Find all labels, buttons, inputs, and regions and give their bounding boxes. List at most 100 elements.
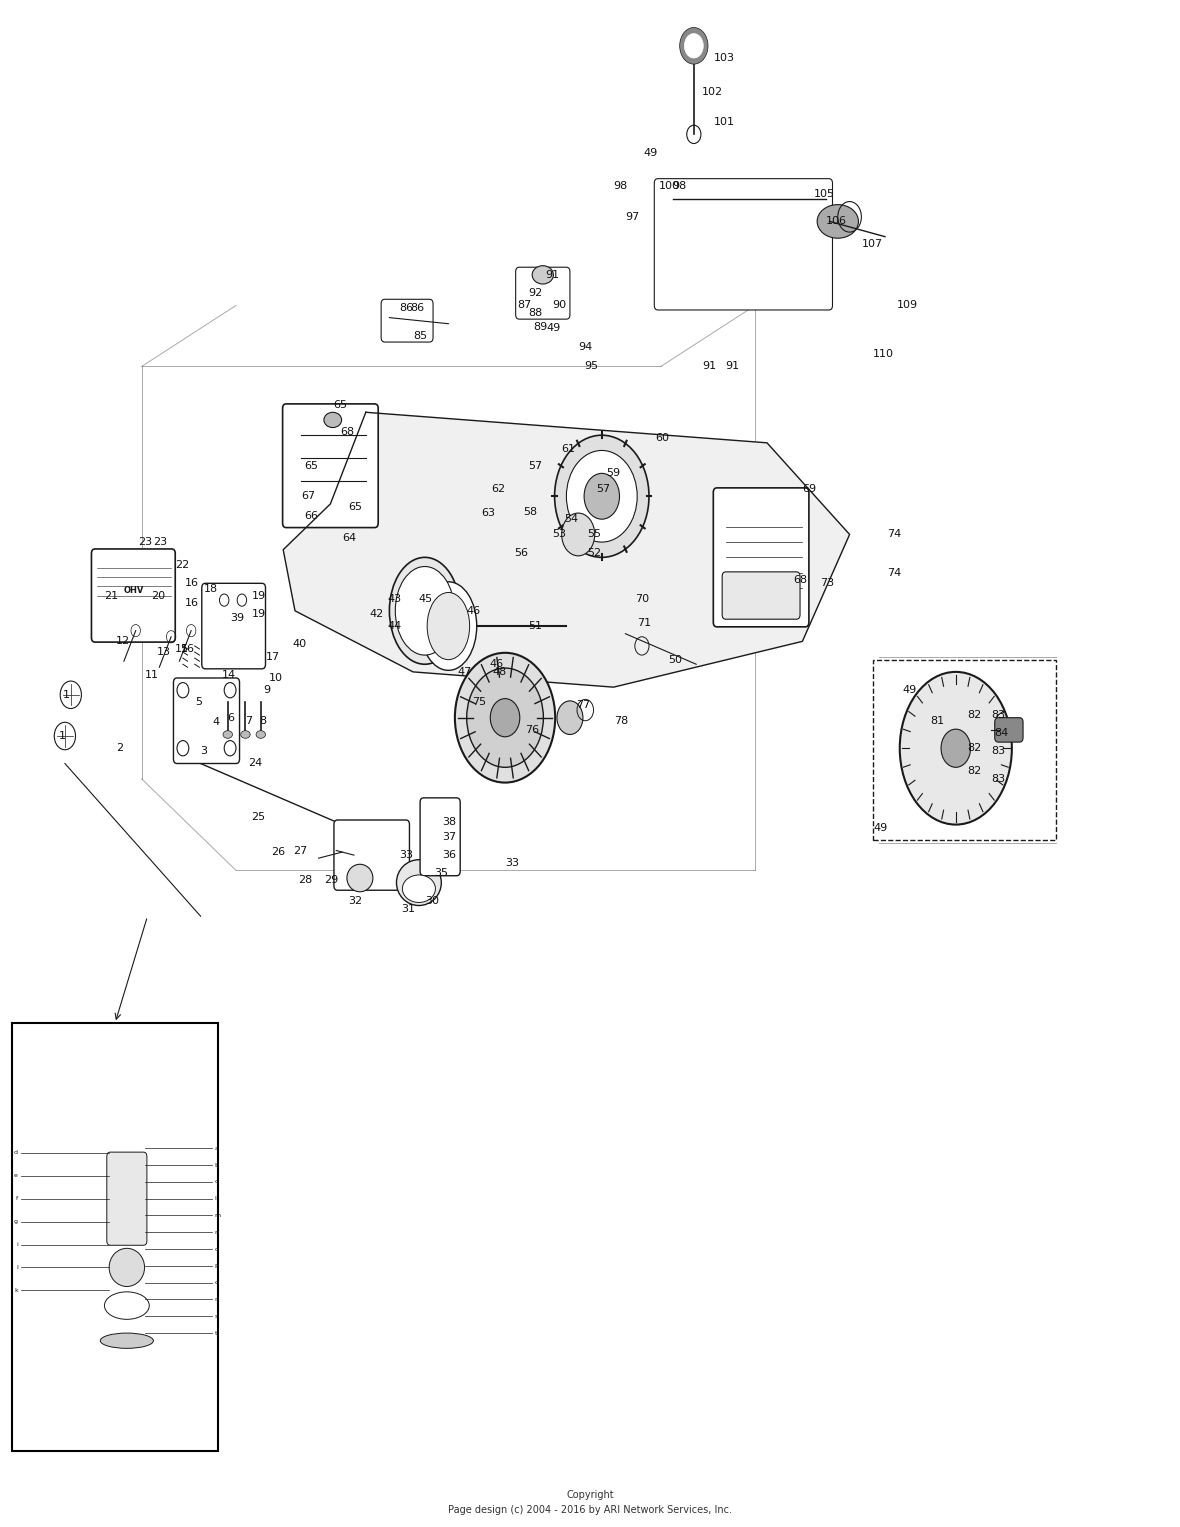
Text: 29: 29 — [324, 875, 339, 884]
Ellipse shape — [466, 667, 543, 767]
Text: e: e — [14, 1173, 18, 1179]
Text: 16: 16 — [181, 644, 195, 654]
FancyBboxPatch shape — [420, 797, 460, 876]
Text: 10: 10 — [269, 673, 283, 683]
Text: 62: 62 — [491, 484, 505, 493]
FancyBboxPatch shape — [995, 718, 1023, 742]
Text: 19: 19 — [251, 609, 266, 618]
Ellipse shape — [491, 698, 519, 738]
Ellipse shape — [396, 860, 441, 906]
Text: t: t — [215, 1330, 217, 1336]
Text: 22: 22 — [175, 560, 189, 570]
Text: 84: 84 — [995, 728, 1009, 738]
Text: o: o — [215, 1246, 218, 1252]
Text: 70: 70 — [635, 594, 649, 603]
Text: k: k — [14, 1287, 18, 1293]
Text: 49: 49 — [643, 148, 657, 157]
Text: 6: 6 — [228, 713, 235, 722]
Text: 24: 24 — [248, 759, 262, 768]
Text: 4: 4 — [212, 718, 219, 727]
Text: Copyright: Copyright — [566, 1489, 614, 1500]
Text: 2: 2 — [116, 744, 123, 753]
Text: 110: 110 — [873, 350, 894, 359]
Text: c: c — [215, 1179, 218, 1185]
Text: 58: 58 — [523, 507, 537, 516]
Text: 40: 40 — [293, 640, 307, 649]
Text: 17: 17 — [266, 652, 280, 661]
FancyBboxPatch shape — [92, 548, 176, 641]
Text: 33: 33 — [399, 851, 413, 860]
Text: 85: 85 — [413, 331, 427, 341]
Text: 95: 95 — [584, 362, 598, 371]
Ellipse shape — [389, 557, 460, 664]
Text: p: p — [215, 1263, 218, 1269]
FancyBboxPatch shape — [202, 583, 266, 669]
Ellipse shape — [900, 672, 1012, 825]
FancyBboxPatch shape — [106, 1151, 146, 1246]
Text: 57: 57 — [529, 461, 543, 470]
Text: 64: 64 — [342, 533, 356, 542]
Text: 107: 107 — [861, 240, 883, 249]
FancyBboxPatch shape — [283, 405, 378, 528]
Text: a: a — [215, 1145, 218, 1151]
Text: 90: 90 — [552, 301, 566, 310]
Text: 1: 1 — [59, 731, 66, 741]
Text: 63: 63 — [481, 508, 496, 518]
FancyBboxPatch shape — [654, 179, 833, 310]
Text: 71: 71 — [637, 618, 651, 628]
Text: 18: 18 — [204, 585, 218, 594]
Text: 65: 65 — [333, 400, 347, 409]
Ellipse shape — [555, 435, 649, 557]
Text: 50: 50 — [668, 655, 682, 664]
Text: g: g — [14, 1219, 18, 1225]
Text: 100: 100 — [658, 182, 680, 191]
Text: q: q — [215, 1280, 218, 1286]
Text: 49: 49 — [873, 823, 887, 832]
Text: 8: 8 — [260, 716, 267, 725]
Text: 37: 37 — [442, 832, 457, 841]
Text: 89: 89 — [533, 322, 548, 331]
Text: l: l — [17, 1264, 18, 1270]
Circle shape — [680, 27, 708, 64]
Text: s: s — [215, 1313, 218, 1319]
Text: 42: 42 — [369, 609, 384, 618]
Text: 25: 25 — [251, 812, 266, 822]
Text: 83: 83 — [991, 774, 1005, 783]
Text: 106: 106 — [826, 217, 847, 226]
Text: 65: 65 — [304, 461, 319, 470]
Text: 56: 56 — [514, 548, 529, 557]
Text: 82: 82 — [968, 767, 982, 776]
Text: 86: 86 — [411, 304, 425, 313]
Text: 82: 82 — [968, 710, 982, 719]
FancyBboxPatch shape — [516, 267, 570, 319]
FancyBboxPatch shape — [722, 571, 800, 620]
Text: 75: 75 — [472, 698, 486, 707]
Text: 91: 91 — [726, 362, 740, 371]
Text: 47: 47 — [458, 667, 472, 676]
Text: 26: 26 — [271, 847, 286, 857]
Text: 83: 83 — [991, 710, 1005, 719]
Text: 55: 55 — [588, 530, 602, 539]
Text: 13: 13 — [157, 647, 171, 657]
Text: 27: 27 — [293, 846, 307, 855]
Text: 76: 76 — [525, 725, 539, 734]
Text: 21: 21 — [104, 591, 118, 600]
Ellipse shape — [109, 1249, 144, 1286]
Text: 45: 45 — [419, 594, 433, 603]
Text: 32: 32 — [348, 896, 362, 906]
Text: 31: 31 — [401, 904, 415, 913]
Text: 51: 51 — [529, 621, 543, 631]
Text: 11: 11 — [145, 670, 159, 680]
Ellipse shape — [454, 652, 556, 783]
Ellipse shape — [323, 412, 342, 428]
Ellipse shape — [942, 730, 970, 767]
Text: 23: 23 — [138, 538, 152, 547]
Text: 98: 98 — [614, 182, 628, 191]
Ellipse shape — [100, 1333, 153, 1348]
Text: 3: 3 — [201, 747, 208, 756]
Text: 101: 101 — [714, 118, 735, 127]
Text: 46: 46 — [466, 606, 480, 615]
Text: 60: 60 — [655, 434, 669, 443]
Text: 57: 57 — [596, 484, 610, 493]
Text: 53: 53 — [552, 530, 566, 539]
